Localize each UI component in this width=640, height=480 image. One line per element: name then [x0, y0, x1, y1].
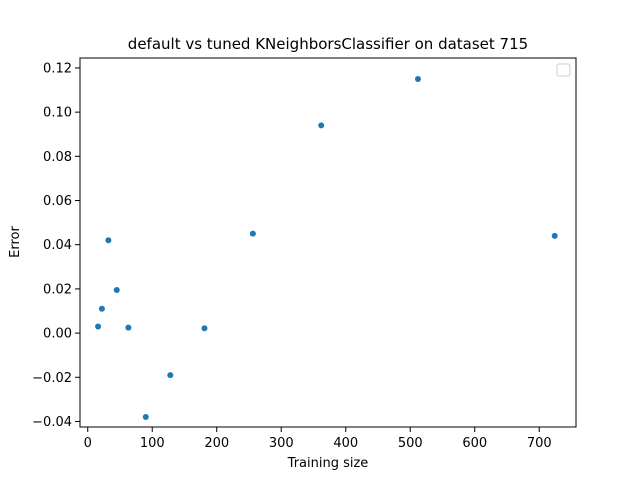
- data-point: [167, 372, 174, 379]
- data-point: [113, 287, 120, 294]
- legend-box: [556, 63, 571, 77]
- x-tick-label: 500: [398, 436, 423, 451]
- y-tick-label: −0.02: [32, 371, 72, 386]
- data-point: [318, 122, 325, 129]
- data-point: [551, 232, 558, 239]
- y-tick-label: 0.10: [43, 106, 72, 121]
- data-point: [98, 305, 105, 312]
- y-tick-label: −0.04: [32, 415, 72, 430]
- data-point: [201, 325, 208, 332]
- y-tick-label: 0.02: [43, 282, 72, 297]
- y-tick-label: 0.12: [43, 61, 72, 76]
- x-tick-label: 200: [204, 436, 229, 451]
- data-point: [249, 230, 256, 237]
- y-tick-label: 0.06: [43, 194, 72, 209]
- y-tick-label: 0.00: [43, 327, 72, 342]
- x-tick-label: 600: [462, 436, 487, 451]
- x-axis-label: Training size: [287, 456, 369, 471]
- data-point: [105, 237, 112, 244]
- y-tick-label: 0.04: [43, 238, 72, 253]
- x-axis-ticks: 0 100 200 300 400 500 600 700: [84, 427, 552, 451]
- x-tick-label: 0: [84, 436, 92, 451]
- y-axis-label: Error: [8, 226, 23, 258]
- data-points: [95, 75, 558, 421]
- y-tick-label: 0.08: [43, 150, 72, 165]
- x-tick-label: 400: [333, 436, 358, 451]
- data-point: [125, 324, 132, 331]
- chart-title: default vs tuned KNeighborsClassifier on…: [128, 35, 528, 53]
- data-point: [414, 75, 421, 82]
- data-point: [95, 323, 102, 330]
- x-tick-label: 700: [527, 436, 552, 451]
- x-tick-label: 100: [140, 436, 165, 451]
- plot-area-frame: [79, 57, 577, 428]
- x-tick-label: 300: [269, 436, 294, 451]
- y-axis-ticks: −0.04 −0.02 0.00 0.02 0.04 0.06 0.08 0.10 0.12: [32, 61, 80, 430]
- data-point: [142, 414, 149, 421]
